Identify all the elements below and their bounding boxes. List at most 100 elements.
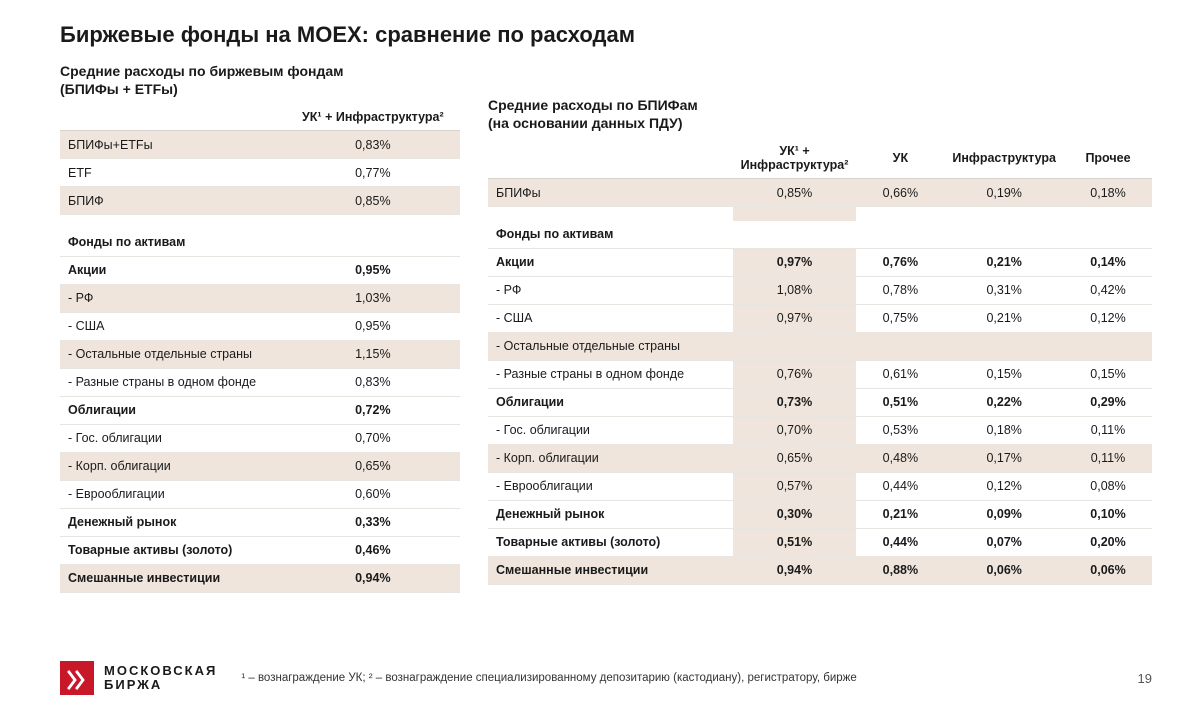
row-label: Товарные активы (золото) <box>488 528 733 556</box>
table-row: - Еврооблигации0,57%0,44%0,12%0,08% <box>488 472 1152 500</box>
row-label: - Разные страны в одном фонде <box>488 360 733 388</box>
table-row: - Остальные отдельные страны <box>488 332 1152 360</box>
left-table: УК¹ + Инфраструктура² БПИФы+ETFы0,83%ETF… <box>60 104 460 593</box>
moex-logo-text: МОСКОВСКАЯБИРЖА <box>104 664 217 693</box>
row-value: 0,75% <box>856 304 944 332</box>
table-row: Облигации0,73%0,51%0,22%0,29% <box>488 388 1152 416</box>
row-label: - Еврооблигации <box>488 472 733 500</box>
row-value: 0,22% <box>944 388 1064 416</box>
row-value: 0,97% <box>733 248 857 276</box>
table-row: Денежный рынок0,33% <box>60 508 460 536</box>
table-row <box>488 207 1152 221</box>
row-value: 0,21% <box>944 248 1064 276</box>
right-header-c3: Инфраструктура <box>944 138 1064 179</box>
row-label: - Корп. облигации <box>488 444 733 472</box>
table-row: Смешанные инвестиции0,94% <box>60 564 460 592</box>
row-value: 0,94% <box>286 564 460 592</box>
row-label: - Остальные отдельные страны <box>488 332 733 360</box>
row-value: 0,57% <box>733 472 857 500</box>
row-value: 1,08% <box>733 276 857 304</box>
row-value <box>856 221 944 249</box>
row-value <box>944 221 1064 249</box>
table-row: Товарные активы (золото)0,46% <box>60 536 460 564</box>
row-label: Акции <box>60 256 286 284</box>
footer: МОСКОВСКАЯБИРЖА ¹ – вознаграждение УК; ²… <box>0 661 1200 695</box>
row-label: - США <box>60 312 286 340</box>
row-value: 0,53% <box>856 416 944 444</box>
table-row: Фонды по активам <box>60 229 460 257</box>
row-value: 0,66% <box>856 179 944 207</box>
row-label: Фонды по активам <box>488 221 733 249</box>
table-row: - РФ1,08%0,78%0,31%0,42% <box>488 276 1152 304</box>
row-value <box>733 332 857 360</box>
table-row: БПИФы+ETFы0,83% <box>60 131 460 159</box>
table-row: - США0,95% <box>60 312 460 340</box>
row-value: 0,31% <box>944 276 1064 304</box>
page-title: Биржевые фонды на MOEX: сравнение по рас… <box>60 22 1152 48</box>
row-label: - РФ <box>60 284 286 312</box>
row-value: 0,18% <box>944 416 1064 444</box>
table-row: Смешанные инвестиции0,94%0,88%0,06%0,06% <box>488 556 1152 584</box>
table-row: Фонды по активам <box>488 221 1152 249</box>
row-value: 0,85% <box>733 179 857 207</box>
row-value: 0,15% <box>944 360 1064 388</box>
row-label: Акции <box>488 248 733 276</box>
row-value: 0,07% <box>944 528 1064 556</box>
row-value <box>1064 332 1152 360</box>
row-value: 0,83% <box>286 368 460 396</box>
row-value: 0,95% <box>286 312 460 340</box>
table-row <box>60 215 460 229</box>
row-label: Смешанные инвестиции <box>60 564 286 592</box>
row-value <box>1064 221 1152 249</box>
row-label: - Еврооблигации <box>60 480 286 508</box>
row-value: 0,97% <box>733 304 857 332</box>
table-row: - Разные страны в одном фонде0,76%0,61%0… <box>488 360 1152 388</box>
row-value: 0,42% <box>1064 276 1152 304</box>
left-header-col: УК¹ + Инфраструктура² <box>286 104 460 131</box>
row-value <box>856 332 944 360</box>
table-row: Товарные активы (золото)0,51%0,44%0,07%0… <box>488 528 1152 556</box>
row-label: - Гос. облигации <box>60 424 286 452</box>
right-header-c4: Прочее <box>1064 138 1152 179</box>
row-value: 0,14% <box>1064 248 1152 276</box>
row-label: - Остальные отдельные страны <box>60 340 286 368</box>
row-value: 0,44% <box>856 528 944 556</box>
table-row: - Разные страны в одном фонде0,83% <box>60 368 460 396</box>
table-row: - США0,97%0,75%0,21%0,12% <box>488 304 1152 332</box>
row-value: 0,21% <box>856 500 944 528</box>
row-label: ETF <box>60 159 286 187</box>
row-value: 0,85% <box>286 187 460 215</box>
row-label: БПИФы <box>488 179 733 207</box>
row-value: 0,29% <box>1064 388 1152 416</box>
row-value: 0,12% <box>944 472 1064 500</box>
row-label: - Гос. облигации <box>488 416 733 444</box>
moex-logo-icon <box>60 661 94 695</box>
row-value: 0,83% <box>286 131 460 159</box>
table-row: БПИФы0,85%0,66%0,19%0,18% <box>488 179 1152 207</box>
table-row: - Гос. облигации0,70%0,53%0,18%0,11% <box>488 416 1152 444</box>
table-row: Облигации0,72% <box>60 396 460 424</box>
row-value: 0,10% <box>1064 500 1152 528</box>
table-row: - Корп. облигации0,65% <box>60 452 460 480</box>
row-value: 0,60% <box>286 480 460 508</box>
row-label: БПИФы+ETFы <box>60 131 286 159</box>
row-value <box>286 229 460 257</box>
table-row: БПИФ0,85% <box>60 187 460 215</box>
table-row: - Корп. облигации0,65%0,48%0,17%0,11% <box>488 444 1152 472</box>
row-value: 0,51% <box>856 388 944 416</box>
row-value: 0,65% <box>733 444 857 472</box>
row-value: 0,30% <box>733 500 857 528</box>
row-label: Смешанные инвестиции <box>488 556 733 584</box>
table-row: Акции0,95% <box>60 256 460 284</box>
row-value: 0,11% <box>1064 444 1152 472</box>
right-table: УК¹ + Инфраструктура² УК Инфраструктура … <box>488 138 1152 585</box>
row-value: 0,73% <box>733 388 857 416</box>
row-value: 0,88% <box>856 556 944 584</box>
row-value: 0,08% <box>1064 472 1152 500</box>
row-value: 0,44% <box>856 472 944 500</box>
row-label: Облигации <box>60 396 286 424</box>
row-value: 0,72% <box>286 396 460 424</box>
row-value: 0,15% <box>1064 360 1152 388</box>
row-value <box>733 221 857 249</box>
row-value: 0,09% <box>944 500 1064 528</box>
